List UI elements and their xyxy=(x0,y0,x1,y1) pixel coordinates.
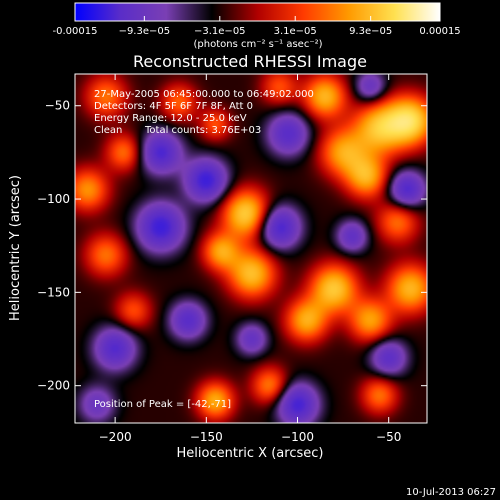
y-axis-label: Heliocentric Y (arcsec) xyxy=(8,175,23,321)
colorbar-frame xyxy=(74,2,441,22)
peak-position-annotation: Position of Peak = [-42,-71] xyxy=(94,399,231,410)
colorbar-ticks xyxy=(74,16,441,21)
colorbar-gradient xyxy=(75,3,440,21)
y-tick-label: −150 xyxy=(37,285,70,299)
heatmap-image xyxy=(75,74,427,423)
x-axis-ticks: −200 −150 −100 −50 xyxy=(99,74,401,444)
detectors-annotation: Detectors: 4F 5F 6F 7F 8F, Att 0 xyxy=(94,101,253,112)
y-tick-label: −50 xyxy=(45,99,70,113)
colorbar: -0.00015 −9.3e−05 −3.1e−05 3.1e−05 9.3e−05 0.… xyxy=(53,2,461,50)
x-tick-label: −50 xyxy=(376,430,401,444)
clean-annotation: Clean xyxy=(94,125,122,136)
colorbar-tick-label: −9.3e−05 xyxy=(119,26,171,37)
colorbar-tick-labels: -0.00015 −9.3e−05 −3.1e−05 3.1e−05 9.3e−05 0.… xyxy=(53,26,461,37)
colorbar-tick-label: 3.1e−05 xyxy=(274,26,317,37)
total-counts-annotation: Total counts: 3.76E+03 xyxy=(144,125,261,136)
x-tick-label: −150 xyxy=(190,430,223,444)
x-tick-label: −200 xyxy=(99,430,132,444)
colorbar-tick-label: 0.00015 xyxy=(419,26,460,37)
colorbar-tick-label: −3.1e−05 xyxy=(194,26,246,37)
plot-annotations: 27-May-2005 06:45:00.000 to 06:49:02.000… xyxy=(94,89,314,410)
footer-timestamp: 10-Jul-2013 06:27 xyxy=(406,487,496,498)
y-tick-label: −200 xyxy=(37,379,70,393)
x-axis-label: Heliocentric X (arcsec) xyxy=(177,446,324,461)
y-tick-label: −100 xyxy=(37,192,70,206)
plot-frame xyxy=(74,73,428,424)
y-axis-ticks: −200 −150 −100 −50 xyxy=(37,99,427,393)
colorbar-unit-label: (photons cm⁻² s⁻¹ asec⁻²) xyxy=(193,39,322,50)
chart-title: Reconstructed RHESSI Image xyxy=(133,52,367,71)
plot-area: −200 −150 −100 −50 −200 −150 −100 −50 xyxy=(37,73,428,444)
colorbar-tick-label: 9.3e−05 xyxy=(349,26,392,37)
energy-range-annotation: Energy Range: 12.0 - 25.0 keV xyxy=(94,113,247,124)
colorbar-tick-label: -0.00015 xyxy=(53,26,98,37)
time-range-annotation: 27-May-2005 06:45:00.000 to 06:49:02.000 xyxy=(94,89,314,100)
x-tick-label: −100 xyxy=(281,430,314,444)
